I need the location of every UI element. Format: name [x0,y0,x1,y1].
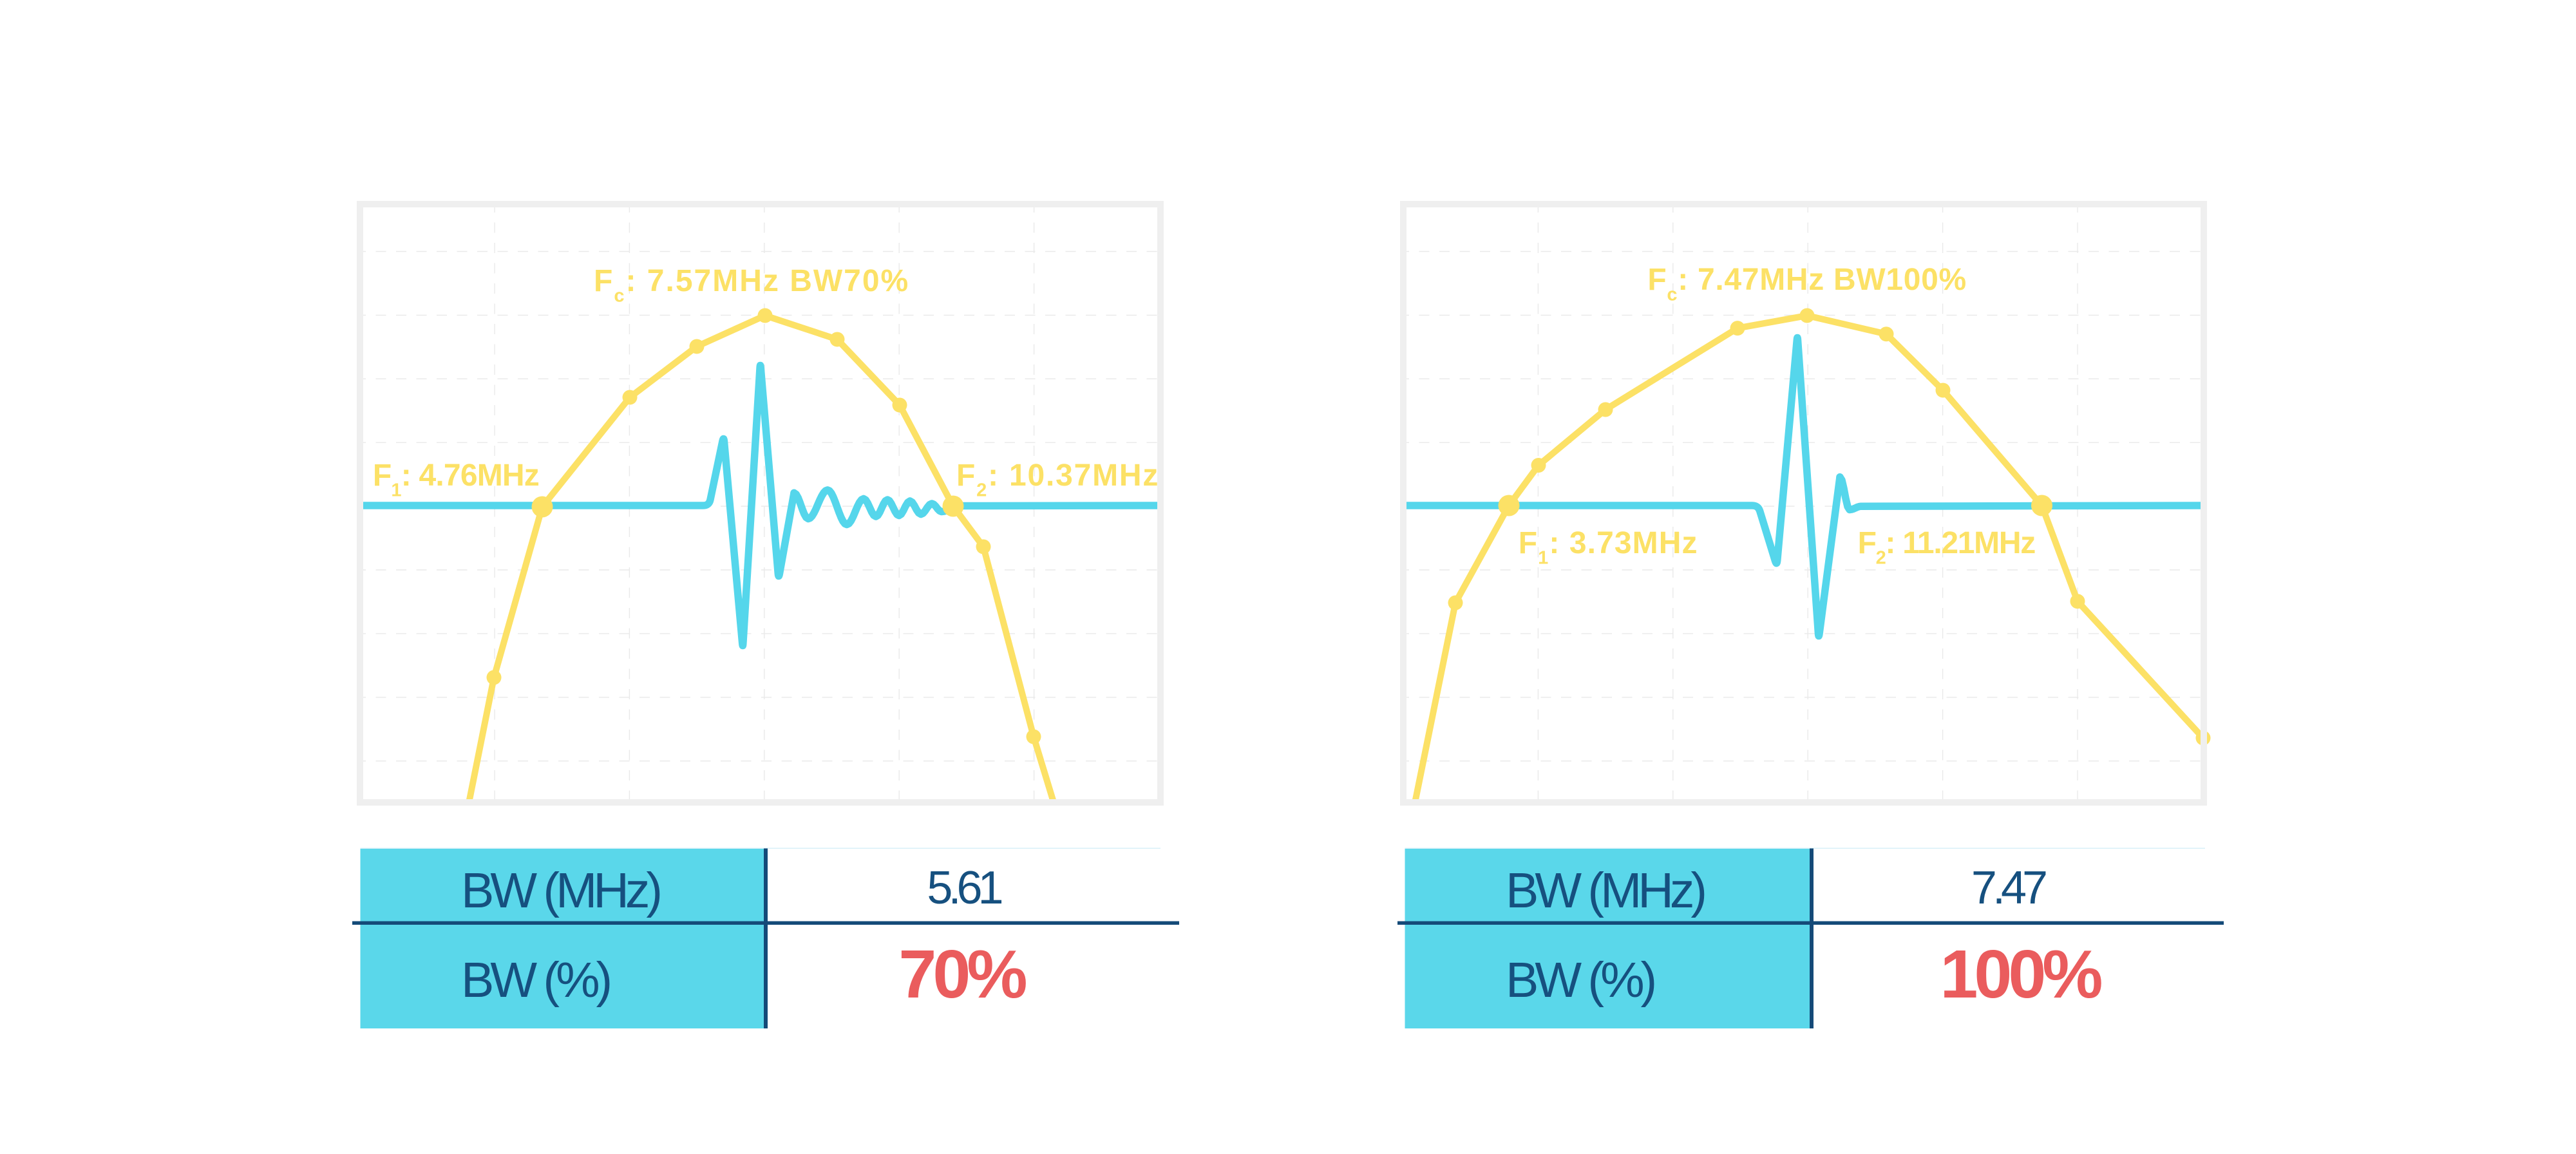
svg-text:F1: 4.76MHz: F1: 4.76MHz [373,459,539,501]
svg-text:BW (%): BW (%) [1506,952,1654,1008]
svg-text:F1: 3.73MHz: F1: 3.73MHz [1519,526,1698,569]
svg-text:Fc: 7.57MHz BW70%: Fc: 7.57MHz BW70% [594,264,909,307]
svg-text:BW (MHz): BW (MHz) [461,863,659,918]
svg-text:7.47: 7.47 [1971,862,2046,914]
svg-text:F2: 10.37MHz: F2: 10.37MHz [956,459,1159,501]
svg-text:100%: 100% [1940,936,2101,1012]
svg-text:BW (%): BW (%) [461,952,610,1008]
svg-text:Fc: 7.47MHz BW100%: Fc: 7.47MHz BW100% [1647,263,1967,305]
svg-text:5.61: 5.61 [927,862,1001,914]
svg-text:BW (MHz): BW (MHz) [1506,863,1704,918]
svg-text:70%: 70% [898,936,1026,1012]
svg-text:F2: 11.21MHz: F2: 11.21MHz [1858,526,2036,569]
